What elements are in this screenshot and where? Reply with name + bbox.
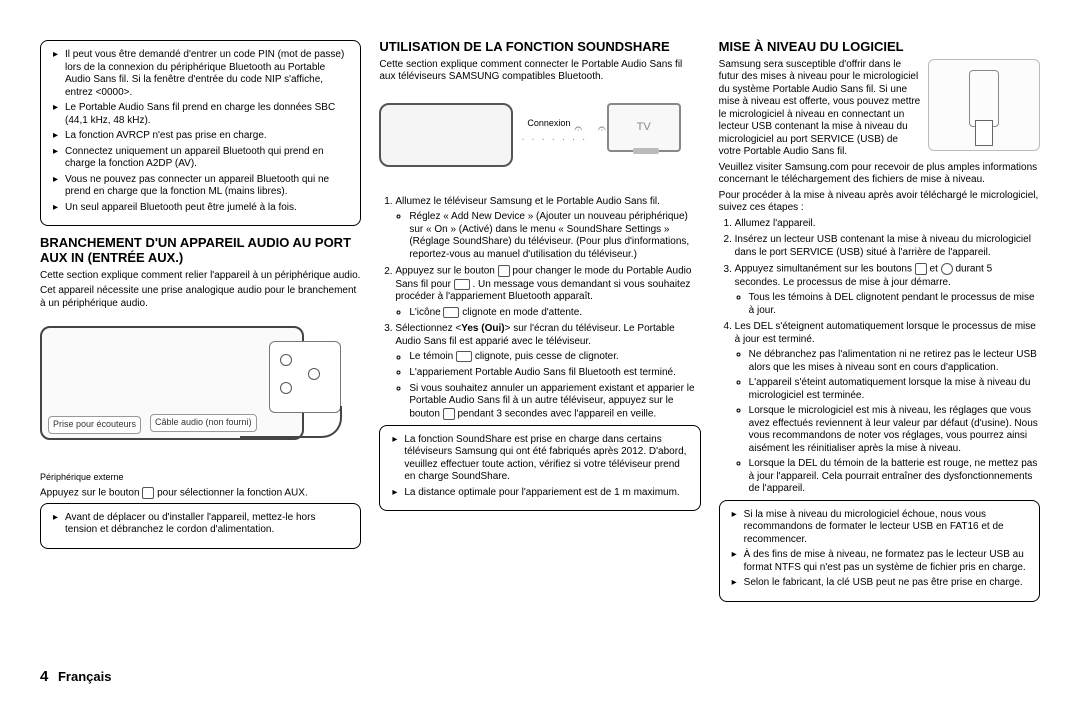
note-item: Il peut vous être demandé d'entrer un co… [65,49,350,99]
power-button-icon [941,263,953,275]
page-footer: 4 Français [40,668,111,687]
note-item: Vous ne pouvez pas connecter un appareil… [65,174,350,199]
tv-outline: TV [607,103,681,152]
sw-step-3: Appuyez simultanément sur les boutons et… [735,263,1040,317]
soundshare-steps: Allumez le téléviseur Samsung et le Port… [379,196,700,421]
step-3-sub: Si vous souhaitez annuler un appariement… [409,383,700,421]
aux-p2: Cet appareil nécessite une prise analogi… [40,285,361,310]
heading-soundshare: UTILISATION DE LA FONCTION SOUNDSHARE [379,40,700,55]
label-connection: Connexion [527,118,570,129]
sw-step-4-sub: Lorsque la DEL du témoin de la batterie … [749,458,1040,496]
step-3: Sélectionnez <Yes (Oui)> sur l'écran du … [395,323,700,420]
label-audio-cable: Câble audio (non fourni) [150,414,257,431]
page-language: Français [58,669,111,684]
func-button-icon [443,408,455,420]
sw-step-2: Insérez un lecteur USB contenant la mise… [735,234,1040,259]
tv-mode-icon [456,351,472,362]
sw-step-4: Les DEL s'éteignent automatiquement lors… [735,321,1040,496]
note-item: La fonction AVRCP n'est pas prise en cha… [65,130,350,143]
sw-step-3-sub: Tous les témoins à DEL clignotent pendan… [749,292,1040,317]
sw-visit: Veuillez visiter Samsung.com pour recevo… [719,162,1040,187]
page-number: 4 [40,668,48,685]
sw-step-1: Allumez l'appareil. [735,218,1040,231]
speaker-outline [379,103,513,167]
soundshare-notes-box: La fonction SoundShare est prise en char… [379,425,700,512]
soundshare-intro: Cette section explique comment connecter… [379,59,700,84]
step-1-sub: Réglez « Add New Device » (Ajouter un no… [409,211,700,261]
aux-figure: Prise pour écouteurs Câble audio (non fo… [40,316,361,466]
step-1: Allumez le téléviseur Samsung et le Port… [395,196,700,262]
service-port [969,70,999,127]
usb-stick-icon [975,120,993,146]
sw-step-4-sub: L'appareil s'éteint automatiquement lors… [749,377,1040,402]
sw-steps: Allumez l'appareil. Insérez un lecteur U… [719,218,1040,496]
warning-text: Avant de déplacer ou d'installer l'appar… [65,512,350,537]
note-item: Connectez uniquement un appareil Bluetoo… [65,146,350,171]
step-2: Appuyez sur le bouton pour changer le mo… [395,265,700,319]
soundshare-figure: Connexion · · · · · · · 𝄐 𝄐 TV [379,88,700,188]
aux-p1: Cette section explique comment relier l'… [40,270,361,283]
note-item: La fonction SoundShare est prise en char… [404,434,689,484]
bluetooth-notes-box: Il peut vous être demandé d'entrer un co… [40,40,361,226]
note-item: Selon le fabricant, la clé USB peut ne p… [744,577,1029,590]
note-item: Le Portable Audio Sans fil prend en char… [65,102,350,127]
tv-mode-icon [443,307,459,318]
func-button-icon [915,263,927,275]
step-3-sub: L'appariement Portable Audio Sans fil Bl… [409,367,700,380]
func-button-icon [498,265,510,277]
manual-page: Il peut vous être demandé d'entrer un co… [0,0,1080,705]
port-panel [269,341,341,413]
figure-caption: Périphérique externe [40,472,361,483]
note-item: La distance optimale pour l'appariement … [404,487,689,500]
step-3-sub: Le témoin clignote, puis cesse de cligno… [409,351,700,364]
tv-mode-icon [454,279,470,290]
label-headphone-jack: Prise pour écouteurs [48,416,141,433]
sw-notes-box: Si la mise à niveau du micrologiciel éch… [719,500,1040,602]
note-item: À des fins de mise à niveau, ne formatez… [744,549,1029,574]
heading-software-update: MISE À NIVEAU DU LOGICIEL [719,40,1040,55]
wave-icon: 𝄐 [574,120,582,138]
tv-stand [633,148,659,154]
note-item: Un seul appareil Bluetooth peut être jum… [65,202,350,215]
sw-procedure: Pour procéder à la mise à niveau après a… [719,190,1040,215]
usb-figure [928,59,1040,151]
sw-step-4-sub: Lorsque le micrologiciel est mis à nivea… [749,405,1040,455]
aux-button-instruction: Appuyez sur le bouton pour sélectionner … [40,487,361,500]
step-2-sub: L'icône clignote en mode d'attente. [409,307,700,320]
wave-icon: 𝄐 [598,120,606,138]
power-warning-box: Avant de déplacer ou d'installer l'appar… [40,503,361,549]
heading-aux: BRANCHEMENT D'UN APPAREIL AUDIO AU PORT … [40,236,361,266]
sw-step-4-sub: Ne débranchez pas l'alimentation ni ne r… [749,349,1040,374]
func-button-icon [142,487,154,499]
note-item: Si la mise à niveau du micrologiciel éch… [744,509,1029,547]
